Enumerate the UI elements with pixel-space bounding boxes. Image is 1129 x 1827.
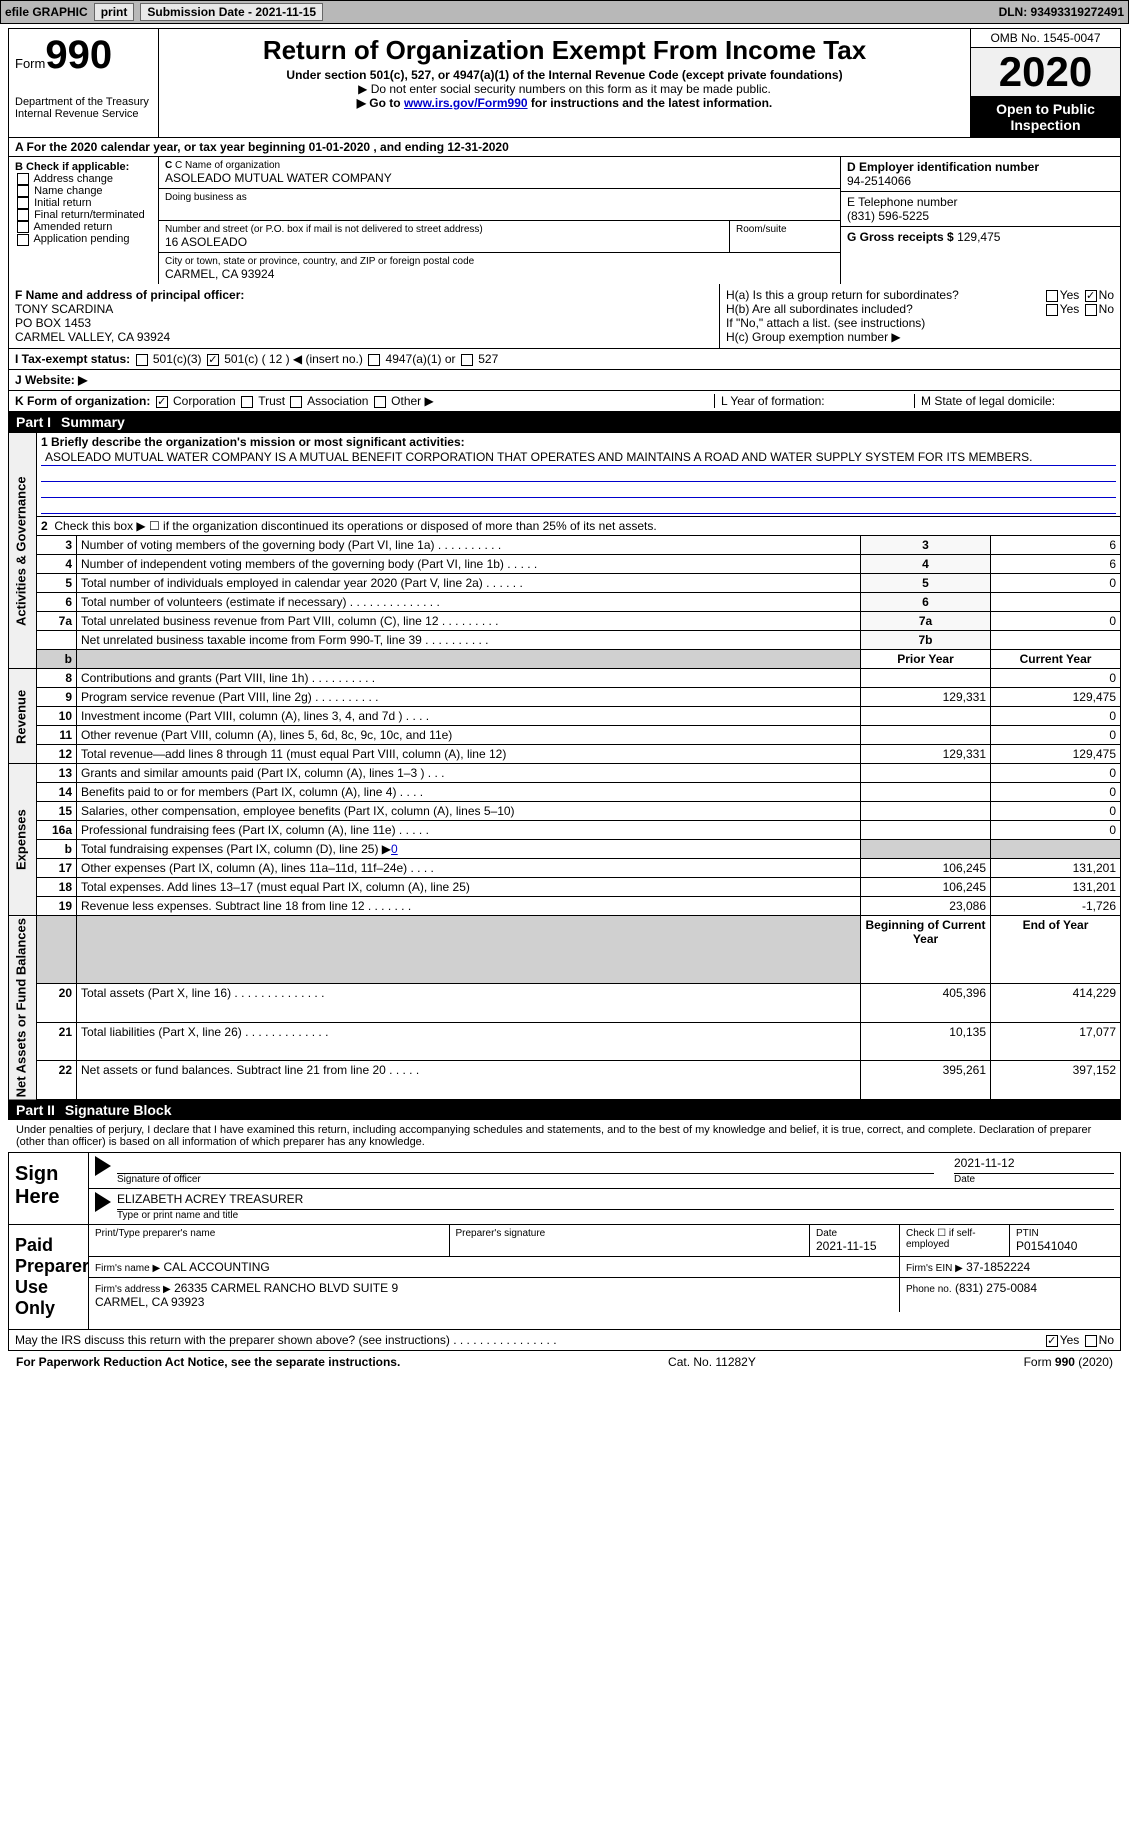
part-2-header: Part II Signature Block: [8, 1100, 1121, 1120]
page-footer: For Paperwork Reduction Act Notice, see …: [8, 1351, 1121, 1373]
sign-here-block: Sign Here Signature of officer 2021-11-1…: [8, 1152, 1121, 1225]
irs-link[interactable]: www.irs.gov/Form990: [404, 96, 528, 110]
submission-date: Submission Date - 2021-11-15: [140, 3, 323, 21]
side-expenses: Expenses: [9, 764, 37, 916]
cb-name-change[interactable]: Name change: [15, 185, 152, 197]
cb-final-return[interactable]: Final return/terminated: [15, 209, 152, 221]
top-bar: efile GRAPHIC print Submission Date - 20…: [0, 0, 1129, 24]
address-cell: Number and street (or P.O. box if mail i…: [159, 221, 730, 252]
efile-label: efile GRAPHIC: [5, 5, 88, 19]
city-cell: City or town, state or province, country…: [159, 253, 840, 284]
mission-text: ASOLEADO MUTUAL WATER COMPANY IS A MUTUA…: [41, 449, 1116, 466]
line-j: J Website: ▶: [8, 370, 1121, 391]
gross-receipts: G Gross receipts $ 129,475: [841, 227, 1120, 253]
part-1-header: Part I Summary: [8, 412, 1121, 432]
cb-initial-return[interactable]: Initial return: [15, 197, 152, 209]
may-discuss: May the IRS discuss this return with the…: [8, 1330, 1121, 1351]
dln: DLN: 93493319272491: [999, 5, 1124, 19]
tax-year: 2020: [971, 48, 1120, 97]
subtitle-3: ▶ Go to www.irs.gov/Form990 for instruct…: [165, 96, 964, 110]
line-m: M State of legal domicile:: [914, 394, 1114, 408]
line-k: K Form of organization: ✓ Corporation Tr…: [8, 391, 1121, 412]
line-l: L Year of formation:: [714, 394, 914, 408]
room-suite: Room/suite: [730, 221, 840, 252]
paid-preparer-block: Paid Preparer Use Only Print/Type prepar…: [8, 1225, 1121, 1330]
declaration-text: Under penalties of perjury, I declare th…: [8, 1120, 1121, 1152]
line-a: A For the 2020 calendar year, or tax yea…: [8, 138, 1121, 157]
side-netassets: Net Assets or Fund Balances: [9, 916, 37, 1100]
side-governance: Activities & Governance: [9, 433, 37, 669]
form-page: Form 990 (2020): [1024, 1355, 1113, 1369]
dba-cell: Doing business as: [159, 189, 840, 221]
ein-cell: D Employer identification number 94-2514…: [841, 157, 1120, 192]
phone-cell: E Telephone number (831) 596-5225: [841, 192, 1120, 227]
arrow-icon: [95, 1192, 111, 1212]
subtitle-2: ▶ Do not enter social security numbers o…: [165, 82, 964, 96]
cb-amended[interactable]: Amended return: [15, 221, 152, 233]
section-f: F Name and address of principal officer:…: [9, 284, 720, 348]
omb-number: OMB No. 1545-0047: [971, 29, 1120, 48]
org-name-cell: C C Name of organization ASOLEADO MUTUAL…: [159, 157, 840, 189]
cb-app-pending[interactable]: Application pending: [15, 233, 152, 245]
open-public-badge: Open to Public Inspection: [971, 97, 1120, 137]
form-header: Form990 Department of the Treasury Inter…: [8, 28, 1121, 138]
form-title: Return of Organization Exempt From Incom…: [165, 35, 964, 66]
section-b: B Check if applicable: Address change Na…: [9, 157, 159, 284]
cb-address-change[interactable]: Address change: [15, 173, 152, 185]
print-button[interactable]: print: [94, 3, 135, 21]
arrow-icon: [95, 1156, 111, 1176]
summary-table: Activities & Governance 1 Briefly descri…: [8, 432, 1121, 1100]
side-revenue: Revenue: [9, 669, 37, 764]
dept-treasury: Department of the Treasury Internal Reve…: [15, 96, 152, 120]
line-i: I Tax-exempt status: 501(c)(3) ✓ 501(c) …: [8, 349, 1121, 370]
section-h: H(a) Is this a group return for subordin…: [720, 284, 1120, 348]
subtitle-1: Under section 501(c), 527, or 4947(a)(1)…: [165, 68, 964, 82]
form-number: Form990: [15, 33, 152, 78]
